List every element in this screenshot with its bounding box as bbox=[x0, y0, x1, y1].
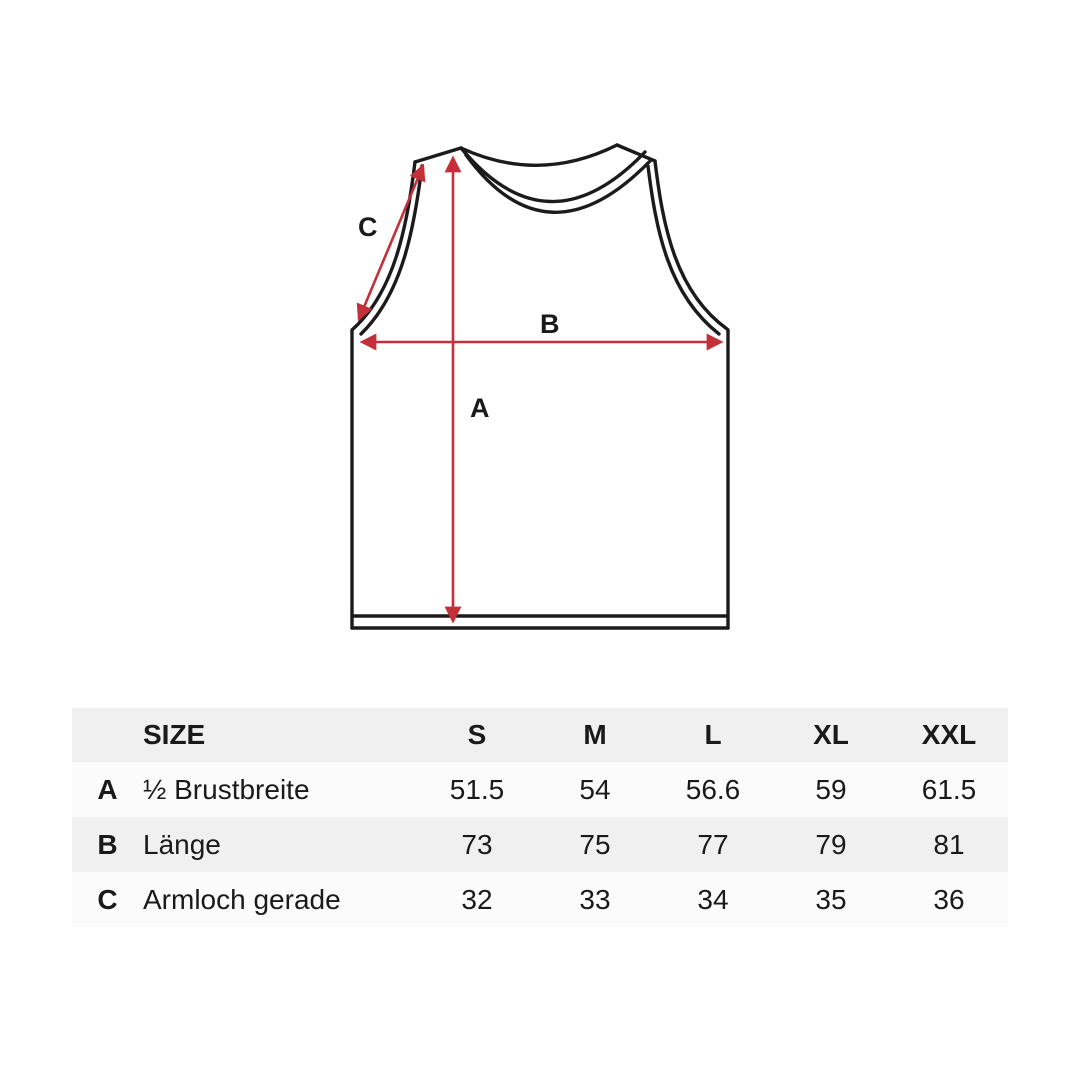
right-shoulder-edge bbox=[615, 143, 657, 163]
row-value: 59 bbox=[815, 773, 847, 805]
row-value: 61.5 bbox=[921, 773, 977, 805]
header-size-xl: XL bbox=[813, 719, 849, 750]
right-armhole-inner bbox=[646, 164, 721, 336]
row-value: 33 bbox=[579, 883, 611, 915]
row-value: 75 bbox=[579, 828, 611, 860]
left-shoulder-edge bbox=[413, 146, 463, 164]
row-label: Armloch gerade bbox=[143, 883, 341, 915]
collar-band-outer bbox=[459, 146, 647, 204]
row-value: 73 bbox=[461, 828, 493, 860]
header-size-s: S bbox=[467, 719, 487, 750]
table-row-a: A ½ Brustbreite 51.5 54 56.6 59 61.5 bbox=[72, 762, 1008, 817]
back-neckline bbox=[459, 143, 619, 167]
row-value: 34 bbox=[697, 883, 729, 915]
table-row-c: C Armloch gerade 32 33 34 35 36 bbox=[72, 872, 1008, 927]
right-armhole-outer bbox=[653, 159, 729, 331]
row-value: 81 bbox=[933, 828, 965, 860]
row-key: B bbox=[97, 828, 118, 860]
row-value: 79 bbox=[815, 828, 847, 860]
row-key: A bbox=[97, 773, 118, 805]
measure-label-a: A bbox=[470, 393, 490, 423]
row-value: 51.5 bbox=[449, 773, 505, 805]
row-value: 32 bbox=[461, 883, 493, 915]
measurement-arrows bbox=[356, 155, 724, 624]
row-label: Länge bbox=[143, 828, 221, 860]
size-table: SIZE S M L XL XXL A ½ Brustbreite 51.5 5… bbox=[72, 708, 1008, 927]
header-size-xxl: XXL bbox=[921, 719, 977, 750]
header-size-label: SIZE bbox=[143, 719, 206, 750]
header-size-m: M bbox=[583, 719, 607, 750]
collar-band-inner bbox=[464, 153, 653, 214]
row-value: 36 bbox=[933, 883, 965, 915]
measure-label-c: C bbox=[358, 212, 378, 242]
row-value: 56.6 bbox=[685, 773, 741, 805]
table-row-b: B Länge 73 75 77 79 81 bbox=[72, 817, 1008, 872]
row-value: 54 bbox=[579, 773, 611, 805]
shirt-outline bbox=[350, 143, 730, 630]
measure-label-b: B bbox=[540, 309, 560, 339]
header-size-l: L bbox=[704, 719, 722, 750]
row-value: 77 bbox=[697, 828, 729, 860]
row-label: ½ Brustbreite bbox=[143, 773, 310, 805]
measure-arrow-c bbox=[356, 163, 426, 322]
row-value: 35 bbox=[815, 883, 847, 915]
tank-top-diagram: A B C bbox=[350, 143, 730, 630]
size-table-header-row: SIZE S M L XL XXL bbox=[72, 708, 1008, 762]
row-key: C bbox=[97, 883, 118, 915]
